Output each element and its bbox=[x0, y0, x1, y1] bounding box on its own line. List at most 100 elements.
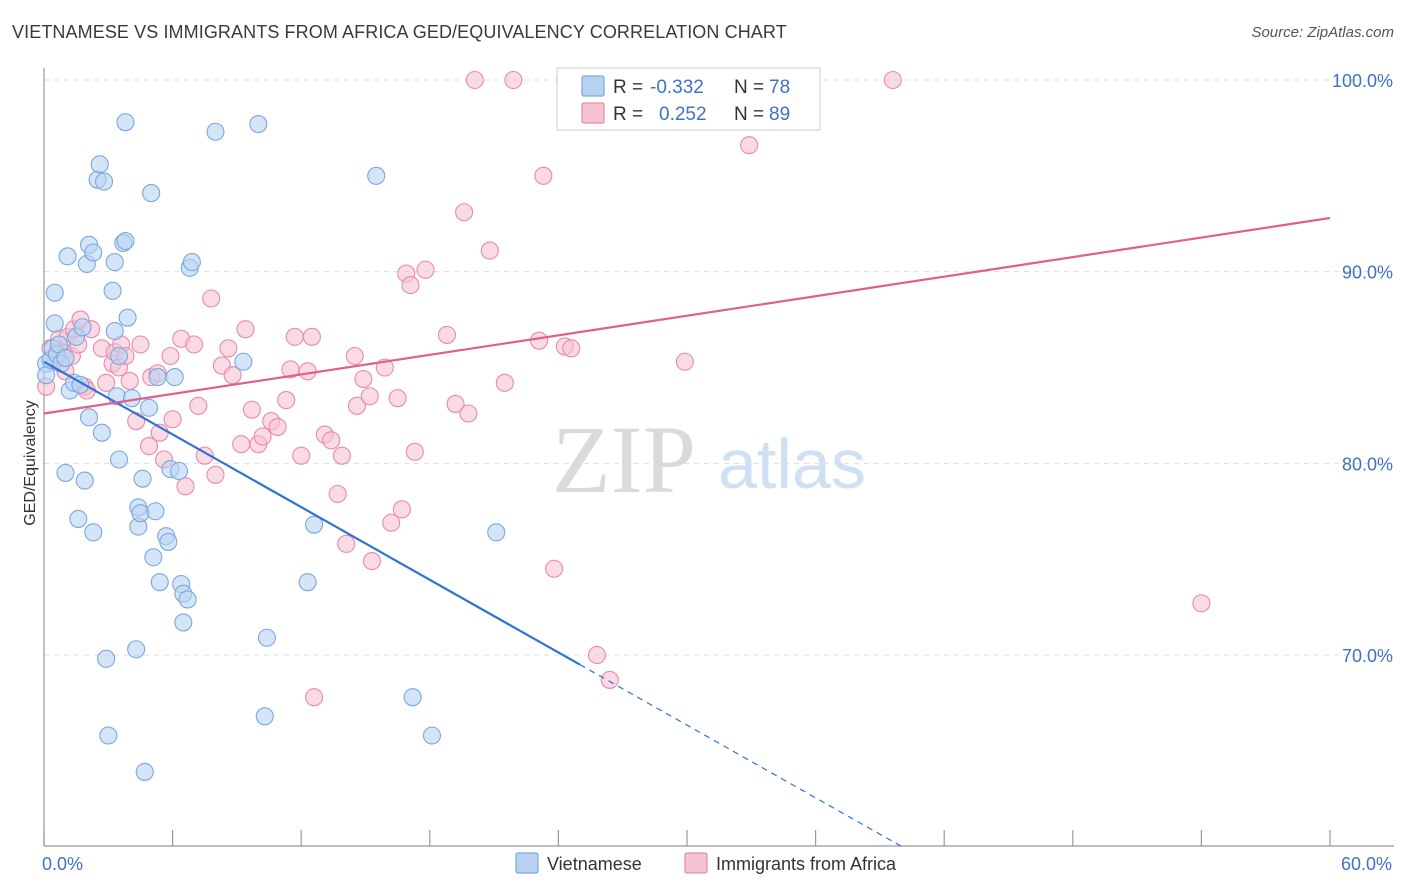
vietnamese-point bbox=[103, 281, 122, 300]
africa-point bbox=[120, 371, 139, 390]
africa-point bbox=[347, 396, 366, 415]
bottom-legend-swatch-africa bbox=[684, 852, 708, 874]
africa-point bbox=[139, 437, 159, 456]
vietnamese-point bbox=[116, 231, 135, 251]
africa-point bbox=[504, 70, 523, 90]
legend-r-value-africa: 0.252 bbox=[659, 104, 707, 125]
trend-line-africa bbox=[43, 216, 1331, 415]
africa-point bbox=[242, 400, 261, 419]
trend-lines bbox=[43, 216, 1331, 847]
africa-point bbox=[219, 339, 238, 358]
vietnamese-point bbox=[56, 348, 75, 367]
bottom-legend-label-vietnamese: Vietnamese bbox=[547, 854, 642, 874]
vietnamese-point bbox=[109, 346, 129, 366]
africa-point bbox=[337, 534, 356, 553]
vietnamese-point bbox=[118, 308, 137, 327]
series-vietnamese-points bbox=[37, 113, 506, 781]
vietnamese-point bbox=[139, 398, 159, 417]
vietnamese-point bbox=[45, 314, 64, 333]
africa-point bbox=[480, 241, 499, 260]
y-tick-labels: 70.0% 80.0% 90.0% 100.0% bbox=[1332, 71, 1393, 666]
africa-point bbox=[600, 670, 619, 689]
africa-point bbox=[883, 70, 902, 90]
africa-point bbox=[189, 396, 208, 415]
africa-point bbox=[328, 484, 347, 504]
vietnamese-point bbox=[159, 532, 178, 551]
vietnamese-point bbox=[169, 461, 189, 481]
bottom-legend-swatch-vietnamese bbox=[515, 852, 539, 874]
africa-point bbox=[545, 559, 564, 578]
vietnamese-point bbox=[58, 247, 77, 266]
vietnamese-point bbox=[174, 613, 193, 632]
vietnamese-point bbox=[79, 408, 99, 427]
vietnamese-point bbox=[206, 122, 225, 141]
vietnamese-point bbox=[131, 504, 150, 523]
legend-n-label-africa: N = bbox=[734, 104, 764, 125]
vietnamese-point bbox=[75, 471, 94, 490]
vietnamese-point bbox=[234, 352, 253, 371]
africa-point bbox=[388, 389, 407, 408]
vietnamese-point bbox=[148, 368, 167, 387]
africa-point bbox=[223, 366, 242, 385]
x-tick-label-max: 60.0% bbox=[1341, 854, 1392, 874]
vietnamese-point bbox=[367, 166, 386, 185]
vietnamese-point bbox=[90, 155, 109, 174]
africa-point bbox=[740, 136, 759, 155]
y-tick-label: 100.0% bbox=[1332, 71, 1393, 91]
africa-point bbox=[354, 369, 373, 389]
africa-point bbox=[455, 203, 474, 222]
vietnamese-point bbox=[116, 113, 135, 132]
africa-point bbox=[298, 362, 317, 381]
africa-point bbox=[405, 442, 424, 461]
x-ticks bbox=[43, 830, 1331, 846]
legend-n-label-vietnamese: N = bbox=[734, 77, 764, 98]
y-axis-label: GED/Equivalency bbox=[22, 400, 39, 525]
vietnamese-point bbox=[487, 523, 506, 542]
vietnamese-point bbox=[92, 423, 111, 442]
vietnamese-point bbox=[37, 366, 56, 385]
vietnamese-point bbox=[144, 548, 163, 567]
africa-point bbox=[459, 404, 478, 423]
africa-point bbox=[437, 325, 456, 344]
bottom-legend-label-africa: Immigrants from Africa bbox=[716, 854, 897, 874]
watermark-zip: ZIP bbox=[552, 406, 696, 513]
gridlines bbox=[44, 79, 1394, 656]
africa-point bbox=[416, 260, 435, 279]
africa-point bbox=[236, 320, 255, 339]
legend-n-value-vietnamese: 78 bbox=[769, 77, 790, 98]
africa-point bbox=[176, 477, 195, 496]
legend-swatch-vietnamese bbox=[581, 75, 605, 97]
africa-point bbox=[534, 166, 553, 185]
vietnamese-point bbox=[97, 649, 116, 668]
vietnamese-point bbox=[422, 726, 441, 745]
y-tick-label: 70.0% bbox=[1342, 646, 1393, 666]
vietnamese-point bbox=[135, 762, 154, 781]
trend-line-vietnamese bbox=[43, 360, 581, 666]
y-tick-label: 80.0% bbox=[1342, 454, 1393, 474]
legend-box: R = -0.332 N = 78 R = 0.252 N = 89 bbox=[556, 67, 821, 131]
africa-point bbox=[587, 645, 607, 665]
africa-point bbox=[345, 346, 364, 366]
vietnamese-point bbox=[105, 253, 124, 272]
vietnamese-point bbox=[182, 253, 201, 272]
vietnamese-point bbox=[257, 628, 276, 647]
africa-point bbox=[285, 327, 304, 346]
africa-point bbox=[446, 394, 465, 413]
vietnamese-point bbox=[150, 573, 169, 592]
africa-point bbox=[97, 373, 116, 392]
vietnamese-point bbox=[84, 243, 103, 262]
africa-point bbox=[302, 327, 321, 346]
africa-point bbox=[206, 465, 225, 484]
africa-point bbox=[495, 373, 514, 392]
vietnamese-point bbox=[178, 590, 197, 609]
x-tick-label-min: 0.0% bbox=[42, 854, 83, 874]
vietnamese-point bbox=[84, 523, 103, 542]
source-label: Source: ZipAtlas.com bbox=[1251, 24, 1394, 41]
legend-r-label-africa: R = bbox=[613, 104, 643, 125]
axes bbox=[43, 68, 1394, 847]
y-tick-label: 90.0% bbox=[1342, 263, 1393, 283]
legend-r-value-vietnamese: -0.332 bbox=[650, 77, 704, 98]
africa-point bbox=[253, 427, 272, 446]
watermark-atlas: atlas bbox=[718, 425, 866, 503]
africa-point bbox=[1192, 594, 1211, 613]
